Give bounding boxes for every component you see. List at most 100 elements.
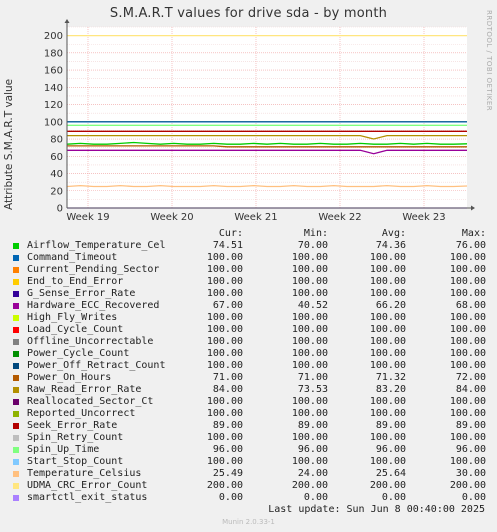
legend-row: Temperature_Celsius 25.49 24.00 25.64 30.00	[13, 468, 488, 480]
legend-min: 40.52	[297, 300, 328, 311]
legend-avg: 100.00	[369, 336, 406, 347]
legend-min: 100.00	[291, 288, 328, 299]
legend-max: 100.00	[449, 336, 486, 347]
legend-min: 100.00	[291, 264, 328, 275]
y-axis-arrow	[64, 19, 70, 23]
legend-avg: 100.00	[369, 408, 406, 419]
legend-min: 100.00	[291, 252, 328, 263]
legend-max: 89.00	[455, 420, 486, 431]
legend-avg: 89.00	[375, 420, 406, 431]
legend-avg: 96.00	[375, 444, 406, 455]
legend-min: 24.00	[297, 468, 328, 479]
legend-cur: 100.00	[206, 312, 243, 323]
legend-row: Reallocated_Sector_Ct 100.00 100.00 100.00 1…	[13, 396, 488, 408]
legend-row: Spin_Up_Time 96.00 96.00 96.00 96.00	[13, 444, 488, 456]
legend-swatch	[13, 423, 19, 429]
legend-row: Reported_Uncorrect 100.00 100.00 100.00 100.…	[13, 408, 488, 420]
legend-series-name: End_to_End_Error	[27, 276, 124, 287]
legend-series-name: Start_Stop_Count	[27, 456, 124, 467]
legend-series-name: Spin_Retry_Count	[27, 432, 124, 443]
legend-min: 71.00	[297, 372, 328, 383]
legend-cur: 100.00	[206, 336, 243, 347]
legend-avg: 100.00	[369, 456, 406, 467]
legend-swatch	[13, 351, 19, 357]
legend-min: 100.00	[291, 456, 328, 467]
legend-max: 100.00	[449, 264, 486, 275]
legend-series-name: Reported_Uncorrect	[27, 408, 136, 419]
x-tick-labels: Week 19 Week 20 Week 21 Week 22 Week 23	[66, 212, 445, 223]
legend-max: 30.00	[455, 468, 486, 479]
last-update: Last update: Sun Jun 8 00:40:00 2025	[268, 504, 485, 515]
legend-swatch	[13, 447, 19, 453]
legend-max: 100.00	[449, 408, 486, 419]
y-tick-labels: 0 20 40 60 80 100 120 140 160 180 200	[44, 31, 63, 214]
legend-series-name: Spin_Up_Time	[27, 444, 100, 455]
legend-max: 100.00	[449, 360, 486, 371]
legend-min: 0.00	[303, 492, 328, 503]
legend-min: 200.00	[291, 480, 328, 491]
legend-swatch	[13, 291, 19, 297]
rrdtool-credit: RRDTOOL / TOBI OETIKER	[485, 10, 493, 112]
legend-swatch	[13, 327, 19, 333]
y-tick-label: 60	[50, 152, 63, 163]
legend-min: 100.00	[291, 408, 328, 419]
legend-max: 76.00	[455, 240, 486, 251]
legend-swatch	[13, 399, 19, 405]
legend-series-name: Load_Cycle_Count	[27, 324, 124, 335]
legend-min: 100.00	[291, 336, 328, 347]
series-line-Temperature_Celsius	[66, 184, 468, 188]
legend-min: 100.00	[291, 348, 328, 359]
y-tick-label: 180	[44, 48, 63, 59]
legend-series-name: Power_On_Hours	[27, 372, 112, 383]
legend-max: 100.00	[449, 432, 486, 443]
legend-min: 100.00	[291, 396, 328, 407]
legend-swatch	[13, 279, 19, 285]
legend-series-name: Airflow_Temperature_Cel	[27, 240, 166, 251]
y-tick-label: 140	[44, 83, 63, 94]
y-tick-label: 120	[44, 100, 63, 111]
series-line-Hardware_ECC_Recovered	[67, 149, 467, 155]
legend-series-name: Raw_Read_Error_Rate	[27, 384, 142, 395]
legend-rows: Airflow_Temperature_Cel 74.51 70.00 74.36 76…	[13, 240, 488, 504]
x-tick-label: Week 20	[150, 212, 193, 223]
legend-swatch	[13, 255, 19, 261]
legend-row: Current_Pending_Sector 100.00 100.00 100.00…	[13, 264, 488, 276]
x-tick-label: Week 22	[318, 212, 361, 223]
legend-avg: 66.20	[375, 300, 406, 311]
legend-min: 100.00	[291, 324, 328, 335]
grid	[67, 26, 467, 209]
series-line-Power_On_Hours	[67, 145, 467, 148]
legend-avg: 71.32	[375, 372, 406, 383]
legend-series-name: Current_Pending_Sector	[27, 264, 160, 275]
legend-row: G_Sense_Error_Rate 100.00 100.00 100.00 100.…	[13, 288, 488, 300]
legend-swatch	[13, 303, 19, 309]
legend-swatch	[13, 339, 19, 345]
legend-avg: 100.00	[369, 264, 406, 275]
legend-avg: 100.00	[369, 432, 406, 443]
legend-series-name: High_Fly_Writes	[27, 312, 118, 323]
legend-row: Airflow_Temperature_Cel 74.51 70.00 74.36 76…	[13, 240, 488, 252]
legend-series-name: Power_Off_Retract_Count	[27, 360, 166, 371]
legend-cur: 100.00	[206, 432, 243, 443]
axes	[64, 19, 475, 211]
legend-min: 100.00	[291, 432, 328, 443]
y-tick-label: 160	[44, 66, 63, 77]
legend-row: smartctl_exit_status 0.00 0.00 0.00 0.00	[13, 492, 488, 504]
legend-cur: 71.00	[212, 372, 243, 383]
legend-row: Spin_Retry_Count 100.00 100.00 100.00 100.00	[13, 432, 488, 444]
legend-max: 100.00	[449, 456, 486, 467]
legend-series-name: Reallocated_Sector_Ct	[27, 396, 154, 407]
y-tick-label: 20	[50, 186, 63, 197]
legend-avg: 200.00	[369, 480, 406, 491]
legend-cur: 0.00	[218, 492, 243, 503]
legend-cur: 89.00	[212, 420, 243, 431]
legend-row: Seek_Error_Rate 89.00 89.00 89.00 89.00	[13, 420, 488, 432]
legend-cur: 200.00	[206, 480, 243, 491]
legend-swatch	[13, 471, 19, 477]
legend-swatch	[13, 375, 19, 381]
legend-series-name: UDMA_CRC_Error_Count	[27, 480, 148, 491]
legend-swatch	[13, 411, 19, 417]
legend-min: 100.00	[291, 360, 328, 371]
